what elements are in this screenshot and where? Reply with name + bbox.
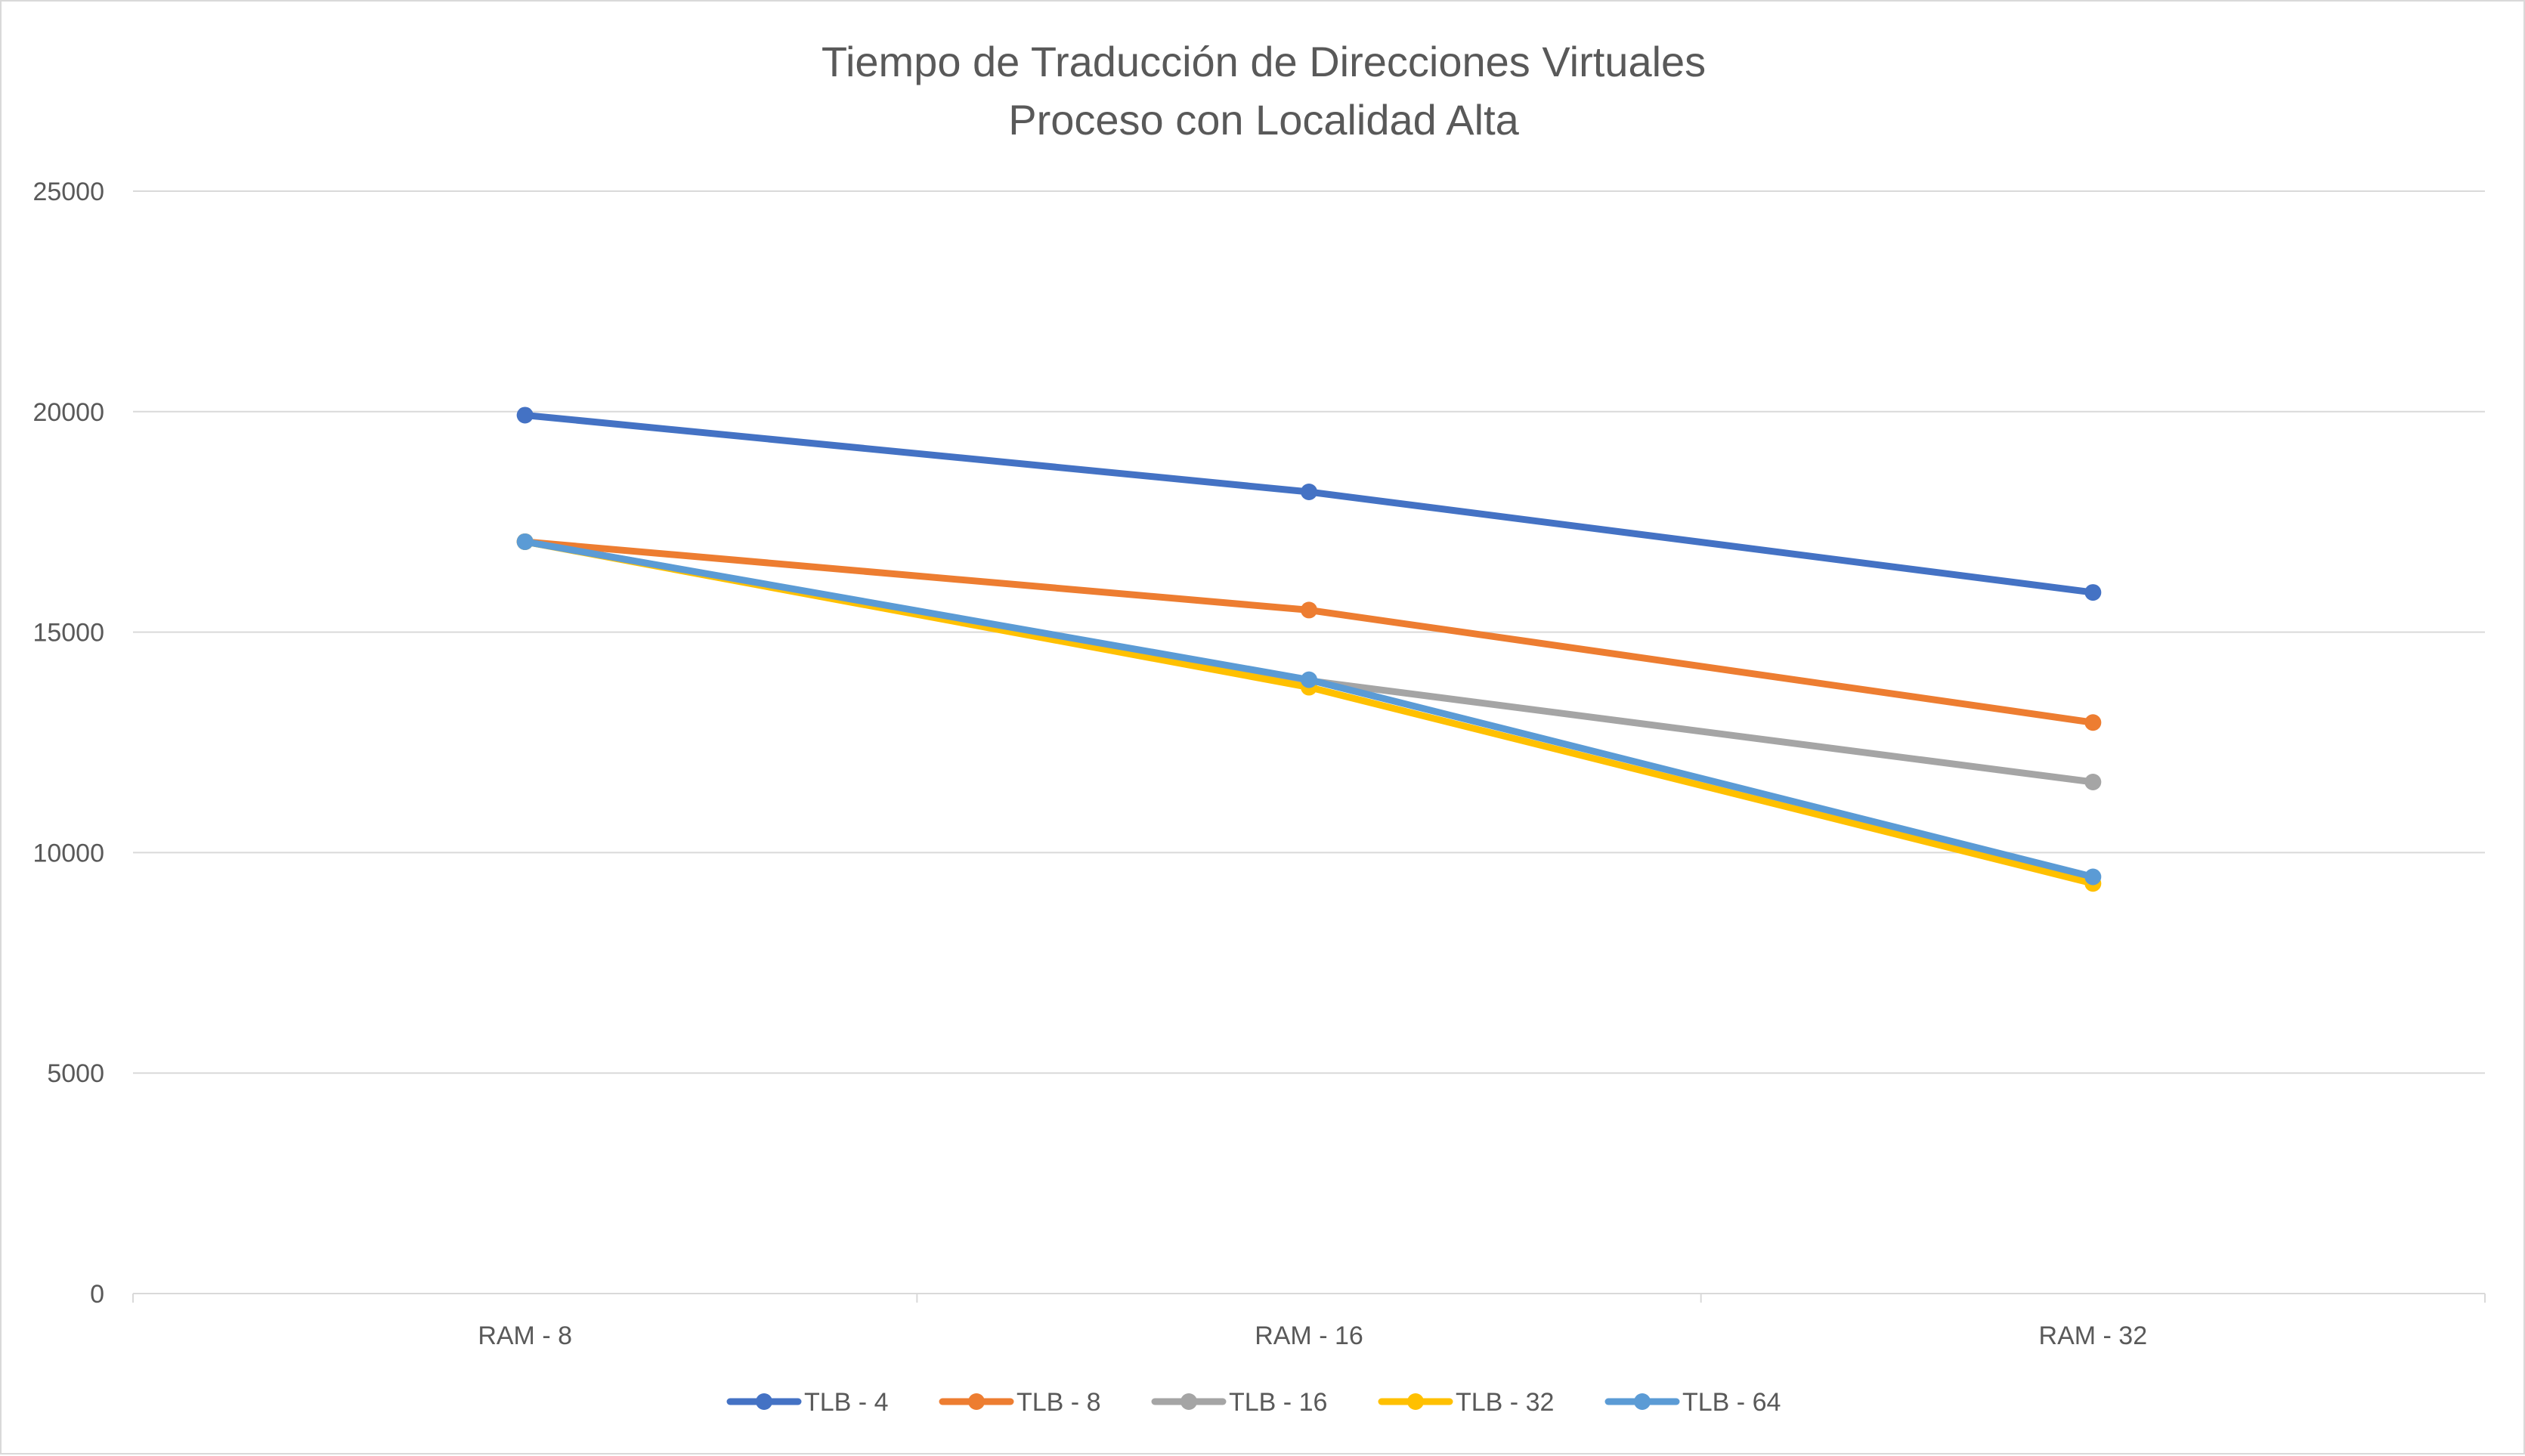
series-tlb-4 [516, 407, 2102, 601]
legend-label: TLB - 32 [1456, 1388, 1554, 1417]
legend: TLB - 4 TLB - 8 TLB - 16 TLB - 32 TLB - 64 [726, 1388, 1781, 1417]
data-point [516, 533, 534, 550]
x-tick-label: RAM - 16 [1255, 1322, 1363, 1350]
legend-label: TLB - 16 [1229, 1388, 1327, 1417]
legend-swatch-marker [1180, 1393, 1197, 1410]
series-line [521, 538, 2096, 786]
series-line [521, 411, 2096, 596]
legend-swatch-marker [968, 1393, 985, 1410]
data-point [2084, 714, 2102, 731]
x-tick-label: RAM - 32 [2039, 1322, 2148, 1350]
legend-label: TLB - 4 [804, 1388, 888, 1417]
legend-label: TLB - 8 [1016, 1388, 1100, 1417]
y-tick-label: 15000 [32, 619, 104, 648]
series-line [521, 538, 2096, 887]
series-tlb-32 [516, 533, 2102, 892]
y-gridlines [133, 190, 2485, 1074]
y-tick-label: 0 [90, 1280, 104, 1309]
chart-title: Tiempo de Traducción de Direcciones Virt… [822, 38, 1706, 144]
data-series [516, 407, 2102, 892]
data-point [2084, 584, 2102, 601]
legend-swatch-marker [1407, 1393, 1424, 1410]
legend-item: TLB - 32 [1378, 1388, 1554, 1417]
data-point [516, 407, 534, 424]
legend-swatch-marker [1634, 1393, 1651, 1410]
legend-item: TLB - 4 [726, 1388, 888, 1417]
data-point [1301, 601, 1317, 619]
y-tick-label: 5000 [47, 1059, 104, 1088]
data-point [2084, 868, 2102, 886]
y-tick-label: 20000 [32, 398, 104, 427]
data-point [1301, 671, 1317, 688]
x-axis: RAM - 8 RAM - 16 RAM - 32 [132, 1293, 2486, 1350]
y-tick-label: 10000 [32, 839, 104, 867]
data-point [1301, 484, 1317, 501]
x-tick-label: RAM - 8 [478, 1322, 572, 1350]
series-tlb-64 [516, 533, 2102, 886]
legend-swatch-marker [756, 1393, 772, 1410]
legend-item: TLB - 8 [939, 1388, 1100, 1417]
chart-title-line-2: Proceso con Localidad Alta [1008, 96, 1519, 144]
legend-item: TLB - 64 [1604, 1388, 1781, 1417]
y-tick-label: 25000 [32, 178, 104, 206]
series-tlb-16 [516, 533, 2102, 791]
chart-title-line-1: Tiempo de Traducción de Direcciones Virt… [822, 38, 1706, 85]
y-axis-tick-labels: 0 5000 10000 15000 20000 25000 [32, 178, 104, 1309]
legend-item: TLB - 16 [1151, 1388, 1327, 1417]
data-point [2084, 774, 2102, 791]
legend-label: TLB - 64 [1682, 1388, 1781, 1417]
